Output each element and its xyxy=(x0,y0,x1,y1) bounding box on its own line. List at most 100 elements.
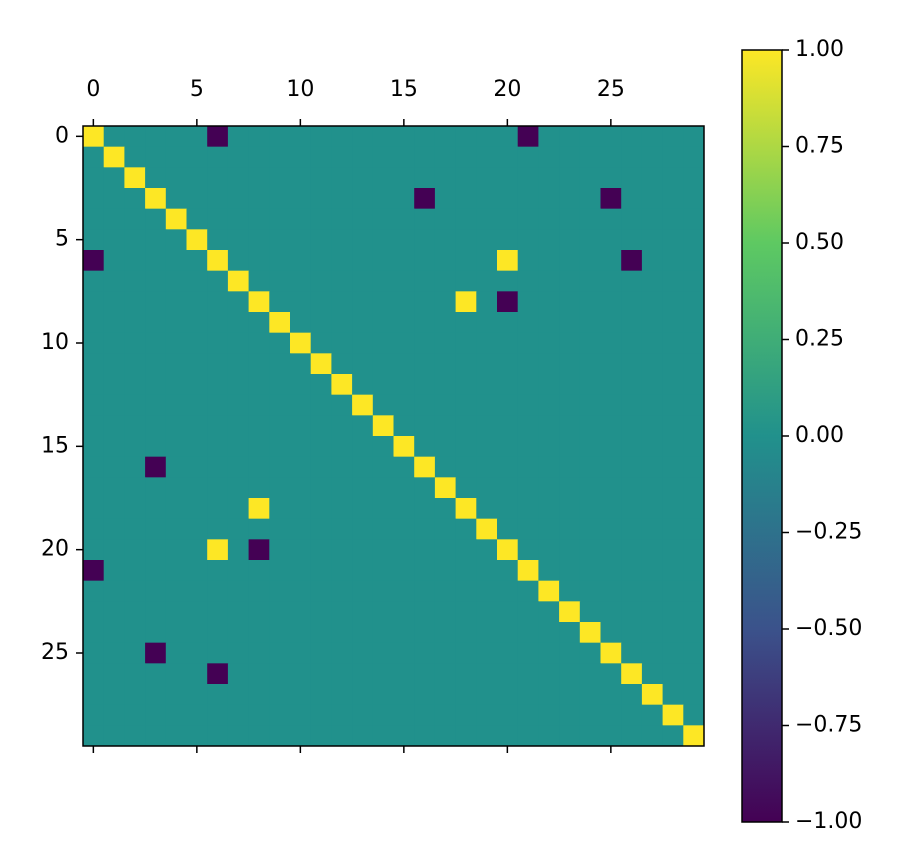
cell xyxy=(103,518,125,540)
cell xyxy=(621,456,643,478)
cell xyxy=(538,208,560,230)
cell xyxy=(372,560,394,582)
cell xyxy=(455,126,477,148)
cell xyxy=(290,642,312,664)
cell xyxy=(352,725,374,747)
cell xyxy=(290,539,312,561)
cell xyxy=(497,436,519,458)
cell xyxy=(186,126,208,148)
cell xyxy=(414,477,436,499)
cell xyxy=(227,560,250,582)
cell xyxy=(186,601,208,623)
cell xyxy=(83,456,105,478)
cell xyxy=(207,332,229,354)
cell xyxy=(372,415,394,437)
cell xyxy=(331,146,353,168)
cell xyxy=(455,188,477,210)
cell xyxy=(641,601,664,623)
cell xyxy=(538,332,560,354)
cell xyxy=(621,580,643,602)
cell xyxy=(579,167,601,189)
cell xyxy=(621,312,643,334)
cell xyxy=(124,560,146,582)
cell xyxy=(621,684,643,706)
cell xyxy=(579,560,601,582)
cell xyxy=(269,580,291,602)
cell xyxy=(600,291,622,313)
cell xyxy=(310,663,332,685)
cell xyxy=(621,498,643,520)
cell xyxy=(517,126,539,148)
cell xyxy=(434,518,457,540)
cell xyxy=(683,622,705,644)
cell xyxy=(414,642,436,664)
cell xyxy=(103,126,125,148)
cell xyxy=(621,601,643,623)
cell xyxy=(393,642,415,664)
cell xyxy=(83,291,105,313)
cell xyxy=(103,642,125,664)
cell xyxy=(186,332,208,354)
cell xyxy=(434,539,457,561)
cell xyxy=(683,126,705,148)
cell xyxy=(83,601,105,623)
cell xyxy=(621,415,643,437)
cell xyxy=(517,188,539,210)
cell xyxy=(124,601,146,623)
cell xyxy=(434,353,457,375)
cell xyxy=(372,291,394,313)
cell xyxy=(372,312,394,334)
cell xyxy=(621,146,643,168)
cell xyxy=(165,394,187,416)
cell xyxy=(269,477,291,499)
cell xyxy=(310,146,332,168)
cell xyxy=(352,456,374,478)
cell xyxy=(579,291,601,313)
cell xyxy=(207,291,229,313)
cell xyxy=(434,560,457,582)
cell xyxy=(476,601,498,623)
cell xyxy=(662,270,684,292)
cell xyxy=(579,394,601,416)
cell xyxy=(455,477,477,499)
cell xyxy=(248,642,270,664)
cell xyxy=(310,580,332,602)
cell xyxy=(83,622,105,644)
cell xyxy=(145,684,167,706)
cell xyxy=(600,622,622,644)
cell xyxy=(83,415,105,437)
cell xyxy=(538,250,560,272)
cell xyxy=(290,394,312,416)
cell xyxy=(331,270,353,292)
cell xyxy=(517,601,539,623)
cell xyxy=(517,622,539,644)
cell xyxy=(641,374,664,396)
cell xyxy=(331,663,353,685)
cell xyxy=(559,146,581,168)
cell xyxy=(83,642,105,664)
cell xyxy=(248,477,270,499)
cell xyxy=(393,374,415,396)
cell xyxy=(434,332,457,354)
cell xyxy=(559,415,581,437)
cell xyxy=(269,312,291,334)
cell xyxy=(310,436,332,458)
colorbar-tick-label: 1.00 xyxy=(795,37,844,62)
cell xyxy=(145,415,167,437)
cell xyxy=(83,270,105,292)
cell xyxy=(414,394,436,416)
cell xyxy=(559,539,581,561)
cell xyxy=(207,560,229,582)
cell xyxy=(186,725,208,747)
cell xyxy=(227,642,250,664)
cell xyxy=(248,684,270,706)
cell xyxy=(186,208,208,230)
cell xyxy=(455,518,477,540)
cell xyxy=(393,477,415,499)
cell xyxy=(248,229,270,251)
cell xyxy=(372,601,394,623)
cell xyxy=(290,725,312,747)
cell xyxy=(414,312,436,334)
y-tick-label: 15 xyxy=(41,433,69,458)
cell xyxy=(103,250,125,272)
